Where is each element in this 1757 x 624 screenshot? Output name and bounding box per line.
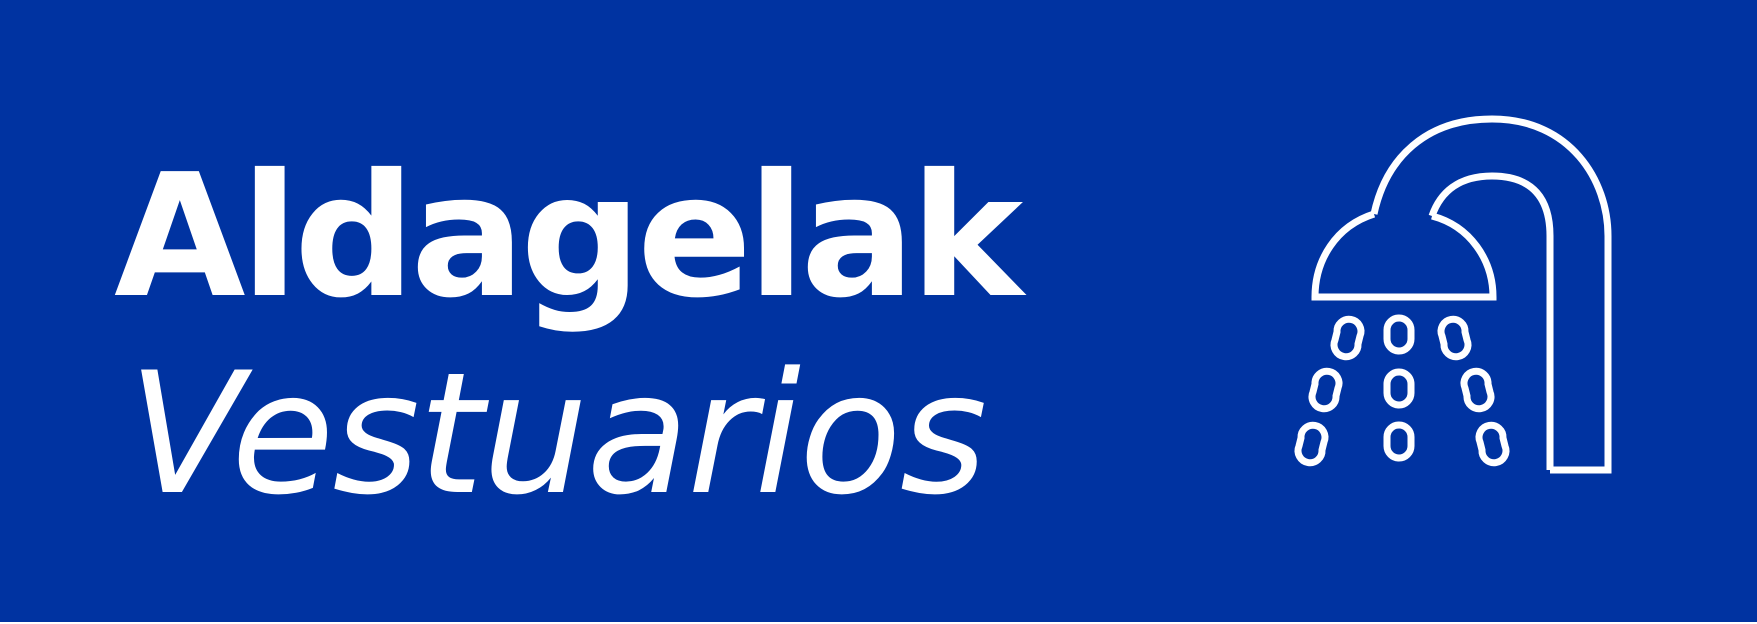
- shower-icon: [1294, 115, 1612, 474]
- title-basque: Aldagelak: [114, 138, 1023, 336]
- title-spanish: Vestuarios: [128, 336, 987, 532]
